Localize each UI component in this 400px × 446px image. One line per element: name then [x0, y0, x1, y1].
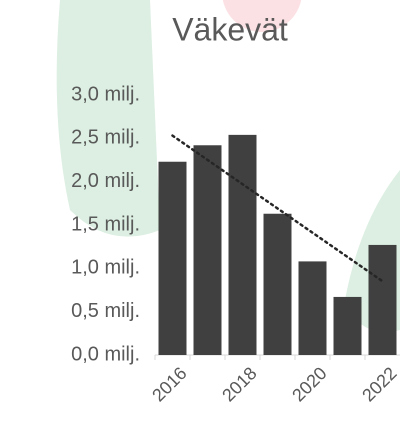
- x-tick-label: 2018: [218, 363, 260, 405]
- bar: [298, 261, 327, 355]
- bar: [263, 213, 292, 355]
- y-tick-label: 0,5 milj.: [71, 300, 140, 322]
- bar: [228, 134, 257, 355]
- x-tick-label: 2016: [148, 363, 190, 405]
- y-tick-label: 1,5 milj.: [71, 213, 140, 235]
- trendline: [171, 134, 384, 283]
- bar: [368, 244, 397, 355]
- y-tick-label: 3,0 milj.: [71, 83, 140, 105]
- y-tick-label: 2,5 milj.: [71, 127, 140, 149]
- y-tick-label: 1,0 milj.: [71, 257, 140, 279]
- x-tick-label: 2022: [358, 363, 400, 405]
- y-tick-label: 0,0 milj.: [71, 343, 140, 365]
- bar: [193, 145, 222, 355]
- background-decoration: [56, 0, 400, 332]
- bar: [158, 161, 187, 355]
- chart-title: Väkevät: [172, 11, 288, 47]
- x-tick-label: 2020: [288, 363, 330, 405]
- bar: [333, 296, 362, 355]
- y-tick-label: 2,0 milj.: [71, 170, 140, 192]
